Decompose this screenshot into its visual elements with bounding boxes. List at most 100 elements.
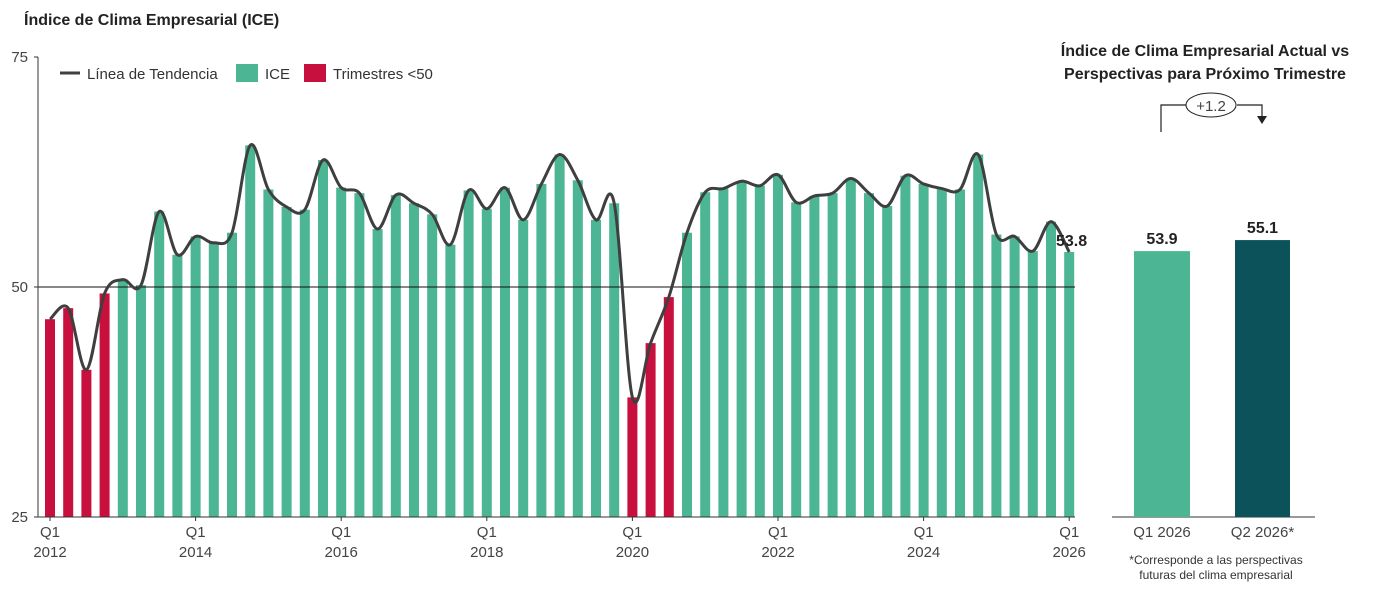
ice-bar — [463, 190, 474, 517]
ice-bar — [172, 254, 183, 518]
x-tick-label-year: 2022 — [761, 544, 794, 561]
ice-bar — [882, 206, 893, 518]
difference-arrow-icon — [1257, 116, 1267, 124]
ice-bar — [281, 206, 292, 517]
legend-ice-label: ICE — [265, 66, 290, 83]
ice-bar — [718, 188, 729, 517]
ice-bar — [627, 397, 638, 517]
ice-bar — [773, 174, 783, 517]
x-tick-label-year: 2026 — [1053, 544, 1086, 561]
ice-bar — [736, 181, 747, 517]
x-tick-label-quarter: Q1 — [186, 524, 206, 541]
x-tick-label-year: 2024 — [907, 544, 940, 561]
ice-bar — [936, 188, 947, 517]
ice-bar — [299, 209, 310, 517]
last-value-label: 53.8 — [1056, 233, 1087, 250]
ice-bar — [63, 308, 74, 517]
ice-bar — [991, 234, 1002, 517]
side-category-label: Q2 2026* — [1231, 524, 1295, 541]
ice-bar — [354, 193, 365, 517]
legend-ice-swatch — [236, 64, 258, 82]
ice-bars — [45, 145, 1075, 518]
x-tick-label-quarter: Q1 — [622, 524, 642, 541]
ice-bar — [663, 297, 674, 517]
difference-bracket-right — [1237, 104, 1263, 118]
ice-bar — [791, 202, 802, 518]
x-tick-label-year: 2016 — [325, 544, 358, 561]
ice-bar — [682, 232, 692, 517]
ice-bar — [336, 187, 347, 517]
ice-bar — [518, 219, 529, 517]
ice-bar — [1064, 252, 1075, 518]
side-category-label: Q1 2026 — [1133, 524, 1191, 541]
ice-bar — [554, 154, 565, 517]
ice-bar — [245, 145, 256, 517]
ice-bar — [136, 285, 146, 517]
x-tick-label-year: 2018 — [470, 544, 503, 561]
ice-bar — [409, 203, 419, 517]
ice-bar — [99, 293, 110, 517]
side-bar — [1134, 251, 1190, 517]
x-tick-label-year: 2020 — [616, 544, 649, 561]
ice-bar — [900, 175, 911, 517]
x-tick-label-quarter: Q1 — [477, 524, 497, 541]
ice-bar — [918, 183, 929, 517]
chart-title: Índice de Clima Empresarial (ICE) — [24, 12, 280, 29]
x-tick-label-quarter: Q1 — [331, 524, 351, 541]
x-tick-label-quarter: Q1 — [914, 524, 934, 541]
ice-bar — [263, 189, 274, 518]
ice-bar — [591, 219, 601, 517]
x-tick-label-year: 2012 — [33, 544, 66, 561]
main-axes: 25 50 75 Q1 2012 Q1 2014 Q1 2016 Q1 2018 Q1 2020 Q1 20… — [11, 49, 1087, 561]
ice-bar — [318, 160, 328, 518]
ice-bar — [1046, 221, 1056, 517]
ice-bar — [645, 343, 656, 517]
ice-bar — [572, 180, 583, 517]
ice-bar — [1027, 251, 1038, 517]
ice-bar — [955, 189, 965, 518]
legend-trend-label: Línea de Tendencia — [87, 66, 218, 83]
trend-line — [48, 143, 1071, 405]
side-title-line-1: Índice de Clima Empresarial Actual vs — [1060, 43, 1350, 60]
ice-bar — [536, 183, 547, 517]
x-tick-label-year: 2014 — [179, 544, 212, 561]
ice-bar — [117, 279, 128, 517]
ice-bar — [754, 185, 765, 518]
difference-label: +1.2 — [1196, 98, 1226, 115]
y-tick-label: 50 — [11, 279, 28, 296]
difference-bracket-left — [1160, 104, 1186, 132]
ice-bar — [390, 195, 401, 517]
side-chart-title: Índice de Clima Empresarial Actual vs Pe… — [1030, 40, 1380, 86]
side-bar — [1235, 240, 1290, 517]
x-tick-label-quarter: Q1 — [1059, 524, 1079, 541]
side-chart: 53.9 Q1 2026 55.1 Q2 2026* +1.2 — [1112, 92, 1315, 541]
ice-bar — [973, 154, 984, 517]
ice-bar — [45, 319, 55, 517]
ice-bar — [827, 193, 838, 517]
y-tick-label: 25 — [11, 509, 28, 526]
ice-bar — [81, 369, 92, 517]
side-title-line-2: Perspectivas para Próximo Trimestre — [1064, 66, 1346, 83]
ice-bar — [481, 208, 492, 518]
side-value-label: 53.9 — [1146, 231, 1177, 248]
ice-bar — [609, 203, 620, 517]
footnote-line-2: futuras del clima empresarial — [1139, 568, 1293, 582]
ice-bar — [500, 187, 510, 517]
ice-bar — [427, 214, 438, 517]
ice-bar — [227, 232, 237, 517]
ice-bar — [190, 236, 201, 517]
ice-bar — [864, 193, 874, 517]
ice-bar — [208, 242, 219, 517]
difference-badge — [1185, 92, 1237, 118]
x-tick-label-quarter: Q1 — [768, 524, 788, 541]
legend-below50-swatch — [304, 64, 326, 82]
ice-bar — [700, 192, 711, 518]
x-tick-label-quarter: Q1 — [40, 524, 60, 541]
y-tick-label: 75 — [11, 49, 28, 66]
ice-bar — [809, 195, 820, 518]
ice-bar — [1009, 236, 1020, 517]
legend: Línea de Tendencia ICE Trimestres <50 — [60, 64, 433, 83]
ice-bar — [445, 244, 456, 517]
footnote: *Corresponde a las perspectivas futuras … — [1110, 553, 1322, 583]
